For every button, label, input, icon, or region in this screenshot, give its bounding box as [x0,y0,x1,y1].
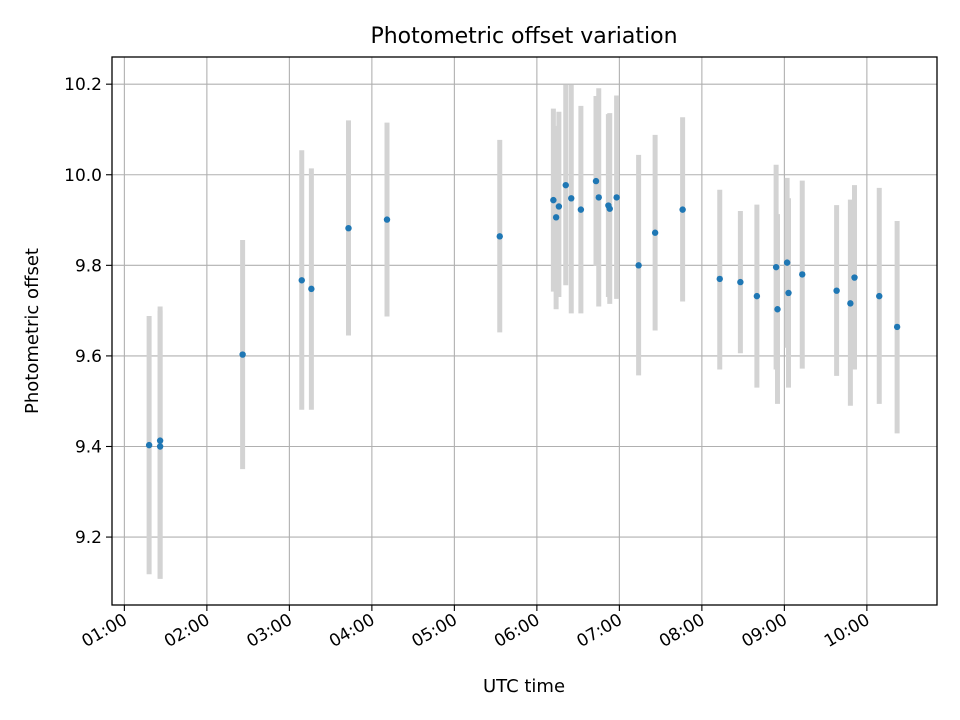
data-point [568,195,575,202]
data-point [577,206,585,213]
data-point [592,177,600,185]
data-point [298,277,305,284]
data-point [783,259,791,266]
x-axis-ticks: 01:00 02:00 03:00 04:00 05:00 06:00 07:00 08:00… [78,605,873,652]
x-tick-label: 05:00 [408,610,460,652]
y-tick-label: 9.4 [75,437,102,457]
x-tick-label: 06:00 [491,610,543,652]
data-point [595,194,602,201]
data-point [651,229,659,236]
data-point [562,181,569,189]
data-point [345,224,352,232]
data-point [772,263,780,271]
data-point [799,271,806,278]
data-point [383,216,391,223]
data-point [552,214,560,221]
y-tick-label: 10.2 [64,75,102,95]
x-tick-label: 09:00 [738,610,790,652]
data-point [635,262,642,269]
data-point [606,205,613,212]
data-point [851,274,858,281]
data-point [308,285,315,293]
x-tick-label: 03:00 [243,610,295,652]
data-point [833,287,840,294]
data-point [156,443,164,450]
data-point [785,289,792,297]
y-tick-label: 9.8 [75,256,102,276]
x-tick-label: 07:00 [573,610,625,652]
data-point [847,300,854,307]
data-point [496,233,503,240]
data-point [239,351,246,358]
x-tick-label: 04:00 [326,610,378,652]
data-point [893,323,901,331]
data-point [613,194,620,201]
plot-frame [111,56,938,606]
data-point [774,306,781,313]
grid [112,57,937,605]
data-point [145,441,153,449]
chart-title: Photometric offset variation [370,24,677,49]
data-points [145,177,901,450]
data-point [555,203,563,210]
y-tick-label: 9.2 [75,528,102,548]
x-axis-label: UTC time [483,676,565,697]
y-tick-label: 10.0 [64,166,102,186]
data-point [737,278,744,286]
y-axis-ticks: 9.2 9.4 9.6 9.8 10.0 10.2 [64,75,112,548]
y-axis-label: Photometric offset [22,248,43,414]
data-point [753,292,761,300]
y-tick-label: 9.6 [75,347,102,367]
x-tick-label: 02:00 [161,610,213,652]
data-point [679,206,686,213]
x-tick-label: 10:00 [821,610,873,652]
data-point [550,196,557,204]
data-point [716,275,723,283]
data-point [156,437,164,444]
x-tick-label: 08:00 [656,610,708,652]
data-point [876,292,883,300]
x-tick-label: 01:00 [78,610,130,652]
